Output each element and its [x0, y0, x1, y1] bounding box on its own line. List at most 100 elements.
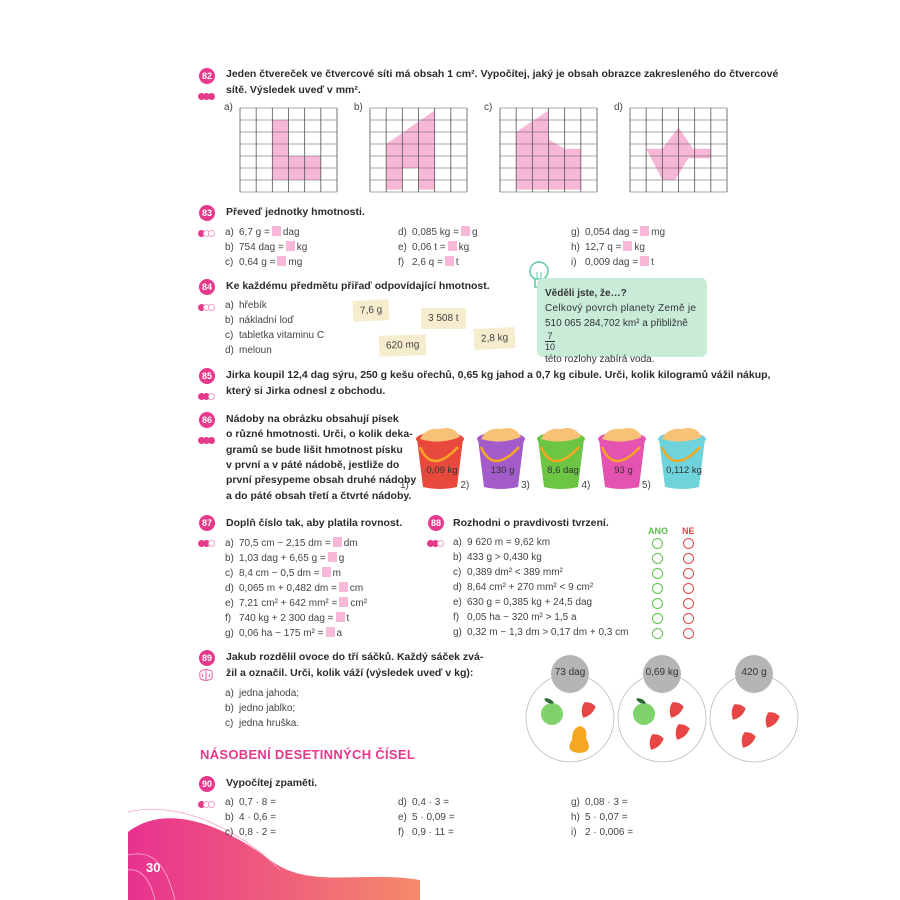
answer-box[interactable]	[444, 256, 454, 266]
item-expression: 0,085 kg =	[412, 227, 459, 238]
item-text: 5 · 0,07 =	[585, 812, 628, 823]
yes-radio[interactable]	[652, 613, 663, 624]
no-radio[interactable]	[683, 553, 694, 564]
yes-radio[interactable]	[652, 538, 663, 549]
exercise-item: a) 70,5 cm − 2,15 dm = dm	[225, 537, 358, 549]
answer-box[interactable]	[271, 226, 281, 236]
yes-radio[interactable]	[652, 583, 663, 594]
no-radio[interactable]	[683, 568, 694, 579]
answer-box[interactable]	[447, 241, 457, 251]
exercise-prompt: Jirka koupil 12,4 dag sýru, 250 g kešu o…	[226, 369, 771, 381]
bag-weight: 0,69 kg	[645, 667, 679, 678]
item-expression: 754 dag =	[239, 242, 284, 253]
brain-icon	[199, 669, 213, 681]
item-text: 0,05 ha − 320 m² > 1,5 a	[467, 612, 577, 623]
bag-weight: 420 g	[741, 667, 767, 678]
exercise-item: a) jedna jahoda;	[225, 688, 299, 699]
exercise-item: g) 0,06 ha − 175 m² = a	[225, 627, 342, 639]
exercise-prompt: Jakub rozdělil ovoce do tří sáčků. Každý…	[226, 651, 484, 663]
exercise-prompt: Vypočítej zpaměti.	[226, 777, 318, 789]
item-letter: b)	[225, 242, 234, 253]
bucket-label: 3)	[521, 480, 530, 491]
exercise-number-badge: 89	[199, 650, 215, 666]
weight-tag[interactable]: 2,8 kg	[473, 326, 516, 351]
item-letter: c)	[225, 718, 234, 729]
difficulty-indicator	[198, 224, 215, 237]
answer-box[interactable]	[332, 537, 342, 547]
difficulty-indicator	[198, 87, 215, 100]
item-expression: 0,06 ha − 175 m² =	[239, 628, 324, 639]
answer-box[interactable]	[327, 552, 337, 562]
item-text: 0,4 · 3 =	[412, 797, 449, 808]
item-letter: g)	[453, 627, 462, 638]
yes-radio[interactable]	[652, 568, 663, 579]
exercise-item: c) 0,64 g = mg	[225, 256, 302, 268]
yes-radio[interactable]	[652, 628, 663, 639]
exercise-number-badge: 86	[199, 412, 215, 428]
item-letter: d)	[398, 797, 407, 808]
difficulty-indicator	[427, 534, 444, 547]
bucket-label: 4)	[581, 480, 591, 491]
exercise-item: b) nákladní loď	[225, 315, 294, 326]
answer-box[interactable]	[277, 256, 287, 266]
exercise-item: f) 0,05 ha − 320 m² > 1,5 a	[453, 612, 577, 623]
sand-bucket-icon	[537, 428, 585, 489]
no-radio[interactable]	[683, 628, 694, 639]
weight-tag[interactable]: 3 508 t	[421, 308, 466, 329]
item-letter: b)	[225, 553, 234, 564]
item-letter: c)	[225, 568, 234, 579]
difficulty-dot-empty	[208, 540, 215, 547]
item-unit: dag	[282, 227, 300, 238]
yes-column-label: ANO	[648, 526, 668, 536]
exercise-item: h) 5 · 0,07 =	[571, 812, 628, 823]
item-text: tabletka vitaminu C	[239, 330, 325, 341]
answer-box[interactable]	[285, 241, 295, 251]
answer-box[interactable]	[338, 582, 348, 592]
answer-box[interactable]	[325, 627, 335, 637]
answer-box[interactable]	[321, 567, 331, 577]
no-radio[interactable]	[683, 613, 694, 624]
no-radio[interactable]	[683, 538, 694, 549]
no-radio[interactable]	[683, 598, 694, 609]
exercise-item: d) 0,085 kg = g	[398, 226, 478, 238]
exercise-item: e) 630 g = 0,385 kg + 24,5 dag	[453, 597, 592, 608]
answer-box[interactable]	[339, 597, 349, 607]
yes-radio[interactable]	[652, 553, 663, 564]
answer-box[interactable]	[640, 226, 650, 236]
item-expression: 6,7 g =	[239, 227, 270, 238]
fraction-denominator: 10	[545, 342, 556, 352]
answer-box[interactable]	[460, 226, 470, 236]
item-letter: d)	[453, 582, 462, 593]
bucket-weight: 0,09 kg	[426, 465, 458, 476]
weight-tag[interactable]: 620 mg	[378, 334, 427, 357]
exercise-prompt-line: o různé hmotnosti. Urči, o kolik deka-	[226, 428, 413, 441]
yes-radio[interactable]	[652, 598, 663, 609]
no-radio[interactable]	[683, 583, 694, 594]
item-letter: d)	[225, 583, 234, 594]
answer-box[interactable]	[335, 612, 345, 622]
answer-box[interactable]	[623, 241, 633, 251]
item-unit: t	[651, 257, 654, 268]
item-letter: b)	[225, 315, 234, 326]
item-expression: 12,7 q =	[585, 242, 622, 253]
exercise-item: e) 5 · 0,09 =	[398, 812, 455, 823]
weight-tag[interactable]: 7,6 g	[352, 299, 390, 322]
exercise-item: c) 8,4 cm − 0,5 dm = m	[225, 567, 341, 579]
page-number: 30	[146, 860, 161, 875]
item-letter: e)	[225, 598, 234, 609]
item-text: 0,7 · 8 =	[239, 797, 276, 808]
item-letter: e)	[453, 597, 462, 608]
item-text: 4 · 0,6 =	[239, 812, 276, 823]
info-line1: Celkový povrch planety Země je	[545, 303, 697, 314]
item-letter: f)	[398, 827, 405, 838]
exercise-prompt: Doplň číslo tak, aby platila rovnost.	[226, 517, 403, 529]
answer-box[interactable]	[640, 256, 650, 266]
sand-bucket-icon	[416, 428, 464, 489]
shaded-shape	[386, 110, 435, 190]
bag-weight: 73 dag	[554, 667, 586, 678]
exercise-item: b) jedno jablko;	[225, 703, 295, 714]
bucket-label: 2)	[460, 480, 470, 491]
exercise-prompt-line: Nádoby na obrázku obsahují písek	[226, 413, 399, 425]
exercise-item: d) meloun	[225, 345, 272, 356]
